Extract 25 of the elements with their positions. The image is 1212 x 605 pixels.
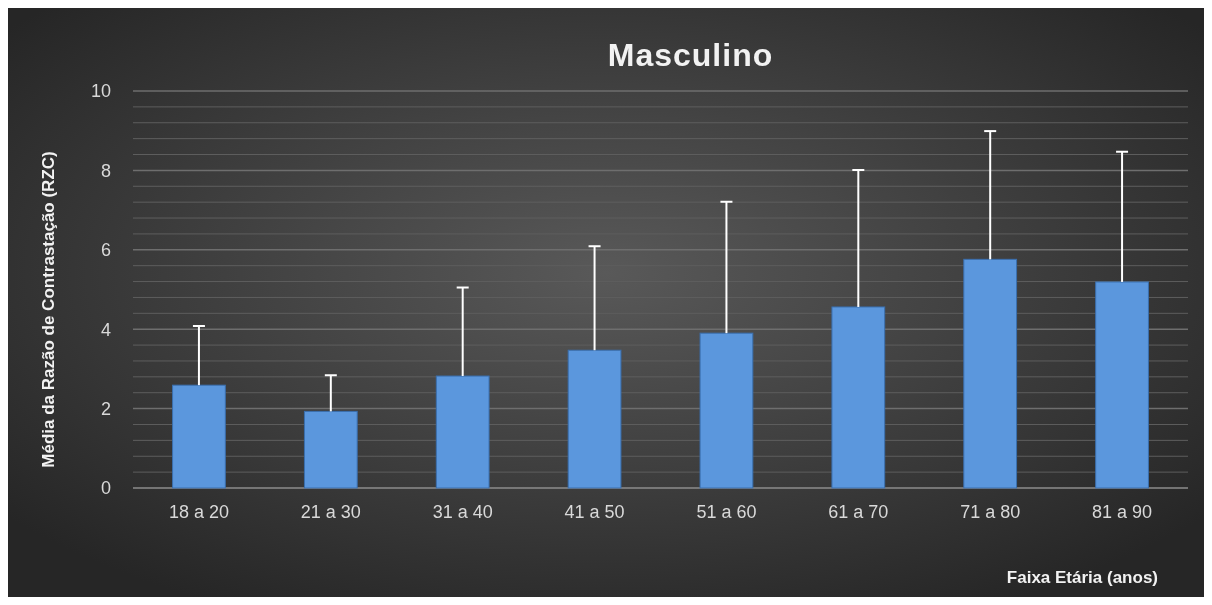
x-tick-label: 31 a 40 <box>432 502 493 522</box>
x-tick-label: 51 a 60 <box>696 502 757 522</box>
bar <box>303 410 358 489</box>
bar <box>831 306 886 489</box>
bar <box>699 332 754 489</box>
bar <box>963 258 1018 489</box>
bar <box>1095 281 1149 489</box>
x-tick-label: 41 a 50 <box>564 502 625 522</box>
x-tick-label: 18 a 20 <box>168 502 229 522</box>
y-tick-label: 6 <box>100 240 111 261</box>
y-tick-label: 8 <box>100 160 111 181</box>
y-tick-label: 10 <box>90 81 111 102</box>
x-axis-title: Faixa Etária (anos) <box>1006 568 1158 587</box>
y-tick-label: 0 <box>100 478 111 499</box>
x-tick-label: 61 a 70 <box>828 502 889 522</box>
x-tick-label: 81 a 90 <box>1092 502 1153 522</box>
bar <box>172 384 226 489</box>
bar <box>435 375 490 489</box>
y-tick-label: 2 <box>100 398 111 419</box>
x-tick-label: 71 a 80 <box>960 502 1021 522</box>
y-axis-title: Média da Razão de Contrastação (RZC) <box>39 151 58 468</box>
bar <box>567 349 622 489</box>
chart-title: Masculino <box>607 37 774 73</box>
x-tick-label: 21 a 30 <box>300 502 361 522</box>
y-tick-label: 4 <box>100 319 111 340</box>
